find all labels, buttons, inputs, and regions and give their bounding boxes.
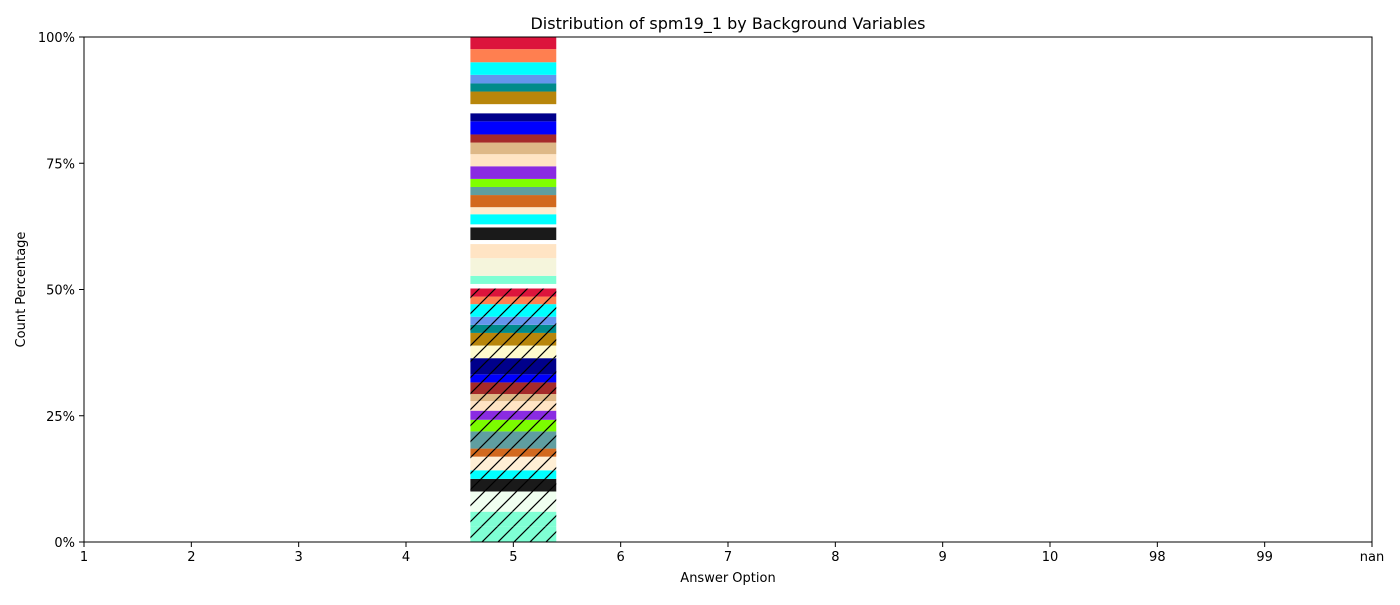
bar-segment <box>470 121 557 135</box>
bar-segment-hatch <box>470 511 557 527</box>
bar-segment-hatch <box>470 332 557 346</box>
y-tick-label: 50% <box>46 284 75 299</box>
x-tick-label: 7 <box>724 550 732 565</box>
bar-segment-hatch <box>470 324 557 333</box>
bar-segment-hatch <box>470 296 557 305</box>
bar-segment-hatch <box>470 394 557 402</box>
x-tick-label: 5 <box>509 550 517 565</box>
x-tick-label: 1 <box>80 550 88 565</box>
bar-segment-hatch <box>470 382 557 395</box>
bar-segment <box>470 227 557 241</box>
bar-segment-hatch <box>470 431 557 449</box>
bar-segment-hatch <box>470 478 557 492</box>
bar-segment <box>470 91 557 105</box>
bar-segment <box>470 154 557 167</box>
bar-segment-hatch <box>470 316 557 325</box>
bar-segment <box>470 244 557 259</box>
bar-segment-hatch <box>470 456 557 471</box>
plot-frame <box>83 36 1373 543</box>
y-axis: 0% 25% 50% 75% 100% <box>38 31 84 551</box>
bar-segment <box>470 275 557 284</box>
bar-segment <box>470 224 557 228</box>
bar-segment <box>470 178 557 187</box>
x-axis-label: Answer Option <box>680 571 775 586</box>
x-tick-label: 98 <box>1149 550 1166 565</box>
x-tick-label: 10 <box>1042 550 1059 565</box>
x-tick-label: 3 <box>295 550 303 565</box>
y-axis-label: Count Percentage <box>14 232 29 348</box>
y-tick-label: 75% <box>46 157 75 172</box>
x-tick-label: 4 <box>402 550 410 565</box>
bar-segment <box>470 186 557 196</box>
bar-segment-hatch <box>470 419 557 432</box>
bar-segment-hatch <box>470 304 557 317</box>
bar-segments <box>470 36 557 542</box>
x-tick-label: 2 <box>187 550 195 565</box>
bar-segment-hatch <box>470 491 557 512</box>
y-tick-label: 0% <box>54 536 75 551</box>
bar-segment <box>470 83 557 92</box>
bar-segment-hatch <box>470 374 557 383</box>
bar-segment-hatch <box>470 410 557 420</box>
bar-segment-hatch <box>470 470 557 479</box>
x-tick-label: 99 <box>1256 550 1273 565</box>
bar-segment <box>470 207 557 215</box>
bar-segment <box>470 113 557 122</box>
bar-segment <box>470 283 557 289</box>
x-tick-label: 8 <box>831 550 839 565</box>
chart-title: Distribution of spm19_1 by Background Va… <box>530 14 925 34</box>
x-tick-label: 6 <box>617 550 625 565</box>
bar-segment <box>470 104 557 114</box>
bar-segment-hatch <box>470 448 557 457</box>
bar-segment-hatch <box>470 401 557 411</box>
y-tick-label: 25% <box>46 410 75 425</box>
bar-segment <box>470 74 557 84</box>
bar-segment <box>470 195 557 208</box>
bar-segment-hatch <box>470 345 557 359</box>
bar-segment <box>470 36 557 50</box>
bar-segment <box>470 258 557 276</box>
bar-segment <box>470 142 557 155</box>
bar-segment <box>470 240 557 245</box>
bar-segment <box>470 166 557 179</box>
bar-segment-hatch <box>470 358 557 375</box>
bar-segment-hatch <box>470 288 557 297</box>
bar-segment <box>470 134 557 143</box>
bar-segment <box>470 62 557 75</box>
bar-segment <box>470 49 557 63</box>
x-axis: 1 2 3 4 5 6 7 8 9 10 98 99 nan <box>80 542 1384 565</box>
bar-segment <box>470 214 557 225</box>
y-tick-label: 100% <box>38 31 75 46</box>
x-tick-label: 9 <box>939 550 947 565</box>
bar-segment-hatch <box>470 526 557 542</box>
x-tick-label: nan <box>1360 550 1384 565</box>
